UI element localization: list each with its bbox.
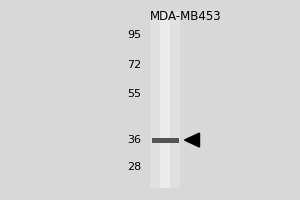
Text: 36: 36 (127, 135, 141, 145)
Text: 95: 95 (127, 30, 141, 40)
Text: MDA-MB453: MDA-MB453 (150, 10, 222, 23)
FancyBboxPatch shape (150, 12, 180, 188)
FancyBboxPatch shape (152, 138, 178, 143)
Polygon shape (184, 133, 200, 147)
Text: 28: 28 (127, 162, 141, 172)
FancyBboxPatch shape (160, 12, 170, 188)
Text: 72: 72 (127, 60, 141, 70)
Text: 55: 55 (127, 89, 141, 99)
